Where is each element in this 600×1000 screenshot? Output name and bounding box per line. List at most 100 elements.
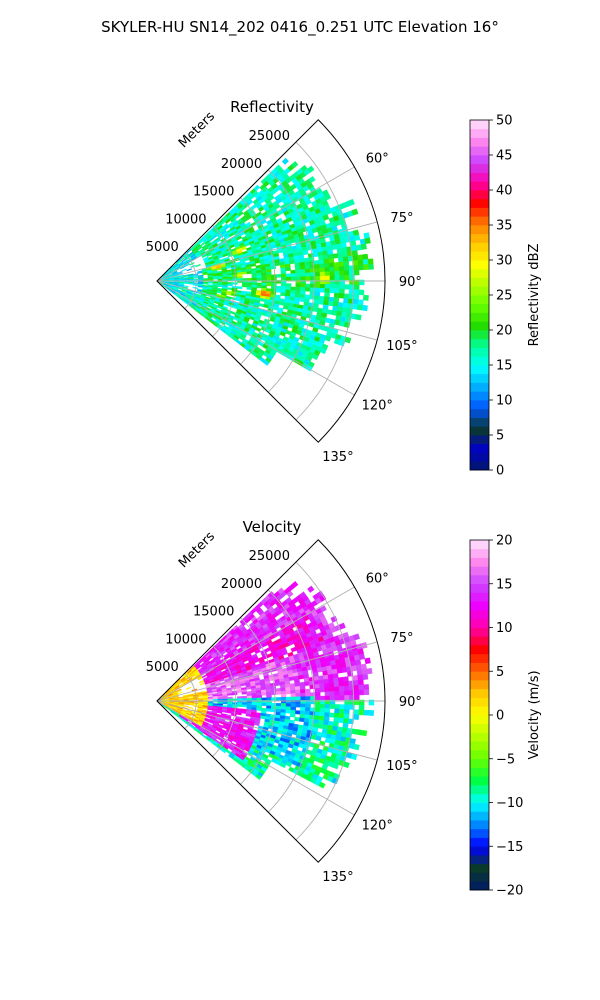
data-gate xyxy=(232,698,238,701)
data-gate xyxy=(309,684,316,690)
data-gate xyxy=(318,299,325,305)
data-gate xyxy=(245,713,252,717)
data-gate xyxy=(319,711,326,717)
range-tick-label: 15000 xyxy=(193,185,234,200)
data-gate xyxy=(285,283,292,288)
azimuth-tick-label: 135° xyxy=(322,450,353,465)
data-gate xyxy=(295,273,302,278)
data-gate xyxy=(338,681,345,687)
data-gate xyxy=(329,691,336,697)
data-gate xyxy=(324,704,331,709)
data-gate xyxy=(329,275,336,281)
colorbar-tick-label: 25 xyxy=(496,289,513,304)
data-gate xyxy=(338,266,345,272)
data-gate xyxy=(300,689,306,694)
data-gate xyxy=(315,695,321,701)
data-gate xyxy=(362,294,369,301)
azimuth-tick-label: 60° xyxy=(366,151,389,166)
data-gate xyxy=(361,729,368,737)
data-gate xyxy=(339,690,345,696)
data-gate xyxy=(236,704,243,708)
data-gate xyxy=(304,268,311,274)
data-gate xyxy=(266,271,272,276)
data-gate xyxy=(241,710,247,714)
data-gate xyxy=(332,673,339,679)
data-gate xyxy=(246,286,253,291)
data-gate xyxy=(266,702,272,707)
data-gate xyxy=(290,693,297,698)
data-gate xyxy=(304,688,311,694)
colorbar-segment xyxy=(470,715,489,725)
data-gate xyxy=(309,711,316,716)
data-gate xyxy=(265,708,272,712)
azimuth-tick-label: 135° xyxy=(322,870,353,885)
data-gate xyxy=(294,265,301,271)
colorbar-tick-label: 10 xyxy=(496,394,513,409)
colorbar-segment xyxy=(470,732,489,742)
azimuth-tick-label: 75° xyxy=(390,211,413,226)
colorbar-tick-label: 50 xyxy=(496,114,513,129)
data-gate xyxy=(344,704,350,710)
reflectivity-panel: 5000 10000 15000 20000 25000 60° 75° 90° 105° 120… xyxy=(146,98,542,479)
data-gate xyxy=(338,686,345,692)
data-gate xyxy=(266,694,272,698)
data-gate xyxy=(246,695,253,699)
data-gate xyxy=(246,277,253,281)
colorbar-segment xyxy=(470,347,489,357)
data-gate xyxy=(295,283,302,288)
data-gate xyxy=(353,679,359,686)
data-gate xyxy=(358,689,365,696)
colorbar-segment xyxy=(470,872,489,882)
data-gate xyxy=(285,273,292,278)
data-gate xyxy=(285,703,292,708)
data-gate xyxy=(339,288,345,294)
data-gate xyxy=(319,271,326,277)
data-gate xyxy=(319,707,326,713)
colorbar-segment xyxy=(470,286,489,296)
colorbar-segment xyxy=(470,741,489,751)
range-tick-label: 25000 xyxy=(249,129,290,144)
data-gate xyxy=(304,681,311,686)
data-gate xyxy=(329,695,336,701)
colorbar-segment xyxy=(470,356,489,366)
data-gate xyxy=(363,684,370,691)
colorbar-segment xyxy=(470,391,489,401)
colorbar-segment xyxy=(470,303,489,313)
data-gate xyxy=(300,283,306,288)
data-gate xyxy=(338,293,345,299)
data-gate xyxy=(290,686,296,691)
data-gate xyxy=(236,712,242,716)
data-gate xyxy=(364,237,371,245)
data-gate xyxy=(305,692,311,697)
colorbar-segment xyxy=(470,120,489,130)
data-gate xyxy=(280,292,286,297)
data-gate xyxy=(222,702,228,705)
data-gate xyxy=(236,286,243,290)
data-gate xyxy=(280,273,287,278)
data-gate xyxy=(310,283,316,289)
data-gate xyxy=(285,696,292,701)
colorbar-segment xyxy=(470,592,489,602)
colorbar-segment xyxy=(470,452,489,462)
data-gate xyxy=(315,735,322,742)
data-gate xyxy=(328,300,335,307)
data-gate xyxy=(364,657,371,665)
colorbar-segment xyxy=(470,645,489,655)
data-gate xyxy=(323,716,330,722)
data-gate xyxy=(300,269,306,274)
colorbar-tick-label: 0 xyxy=(496,464,504,479)
colorbar-tick-label: 20 xyxy=(496,534,513,549)
data-gate xyxy=(237,278,243,281)
range-tick-label: 5000 xyxy=(146,660,179,675)
data-gate xyxy=(353,234,361,241)
data-gate xyxy=(305,703,311,708)
data-gate xyxy=(344,695,350,701)
data-gate xyxy=(305,283,311,288)
data-gate xyxy=(338,713,345,719)
colorbar-segment xyxy=(470,260,489,270)
colorbar-tick-label: 0 xyxy=(496,709,504,724)
colorbar-segment xyxy=(470,811,489,821)
data-gate xyxy=(202,282,209,285)
colorbar-segment xyxy=(470,225,489,235)
data-gate xyxy=(342,256,349,262)
